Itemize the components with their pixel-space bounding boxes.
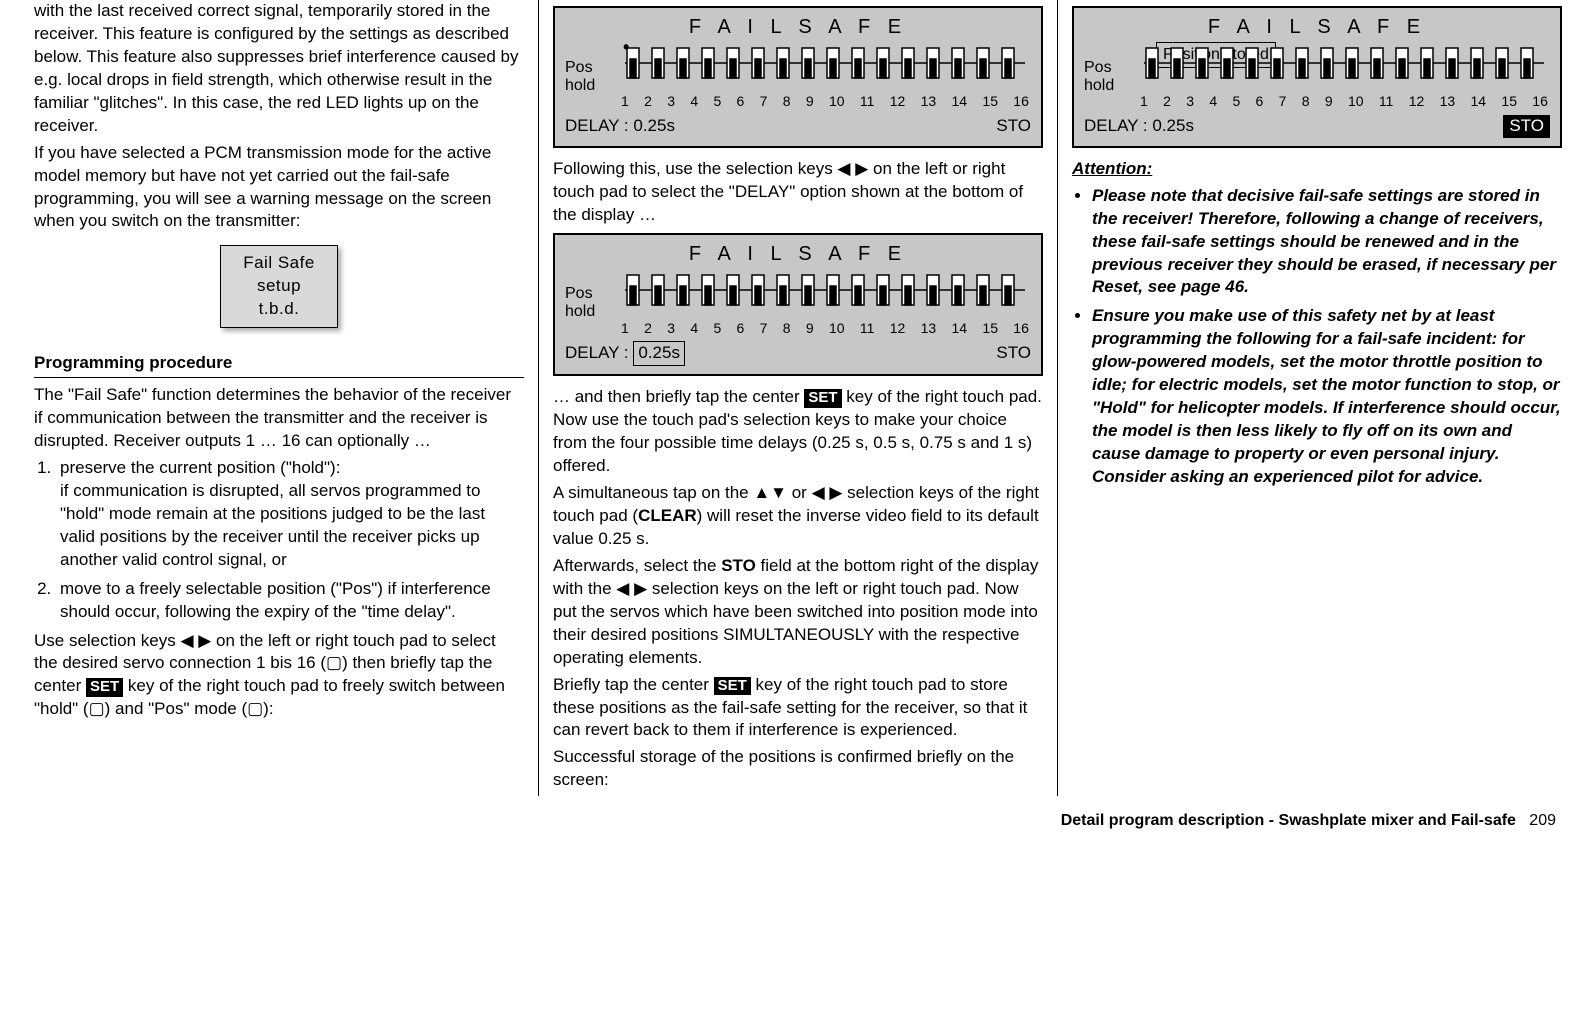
col2-para-3: A simultaneous tap on the ▲▼ or ◀ ▶ sele… [553,482,1043,551]
procedure-list: preserve the current position ("hold"): … [34,457,524,624]
lcd-sto-inverse: STO [1503,115,1550,138]
attention-heading: Attention: [1072,158,1562,181]
intro-para-2: If you have selected a PCM transmission … [34,142,524,234]
attention-bullet-1: Please note that decisive fail-safe sett… [1092,185,1562,300]
slider-row-icon [619,43,1031,83]
set-key-label: SET [86,678,123,697]
warning-box-wrap: Fail Safe setup t.b.d. [34,237,524,342]
lcd-delay-selected: DELAY : 0.25s [565,341,685,366]
lcd-channel-area: • [619,43,1031,111]
lcd-channel-area: 12345678910111213141516 [619,270,1031,338]
channel-dot-marker: • [623,35,629,59]
lcd-channel-numbers: 12345678910111213141516 [619,92,1031,111]
fail-safe-warning-box: Fail Safe setup t.b.d. [220,245,338,328]
column-1: with the last received correct signal, t… [20,0,538,796]
lcd-title: F A I L S A F E [565,14,1031,41]
intro-para-1: with the last received correct signal, t… [34,0,524,138]
lcd-panel-1: F A I L S A F E Pos hold • [553,6,1043,148]
footer-title: Detail program description - Swashplate … [1061,812,1516,829]
lcd-channel-numbers: 12345678910111213141516 [1138,92,1550,111]
col2-para-6: Successful storage of the positions is c… [553,746,1043,792]
attention-bullets: Please note that decisive fail-safe sett… [1072,185,1562,489]
list-item-2: move to a freely selectable position ("P… [56,578,524,624]
lcd-pos-hold-label: Pos hold [565,285,619,322]
list-item-1: preserve the current position ("hold"): … [56,457,524,572]
set-key-label: SET [714,677,751,696]
lcd-panel-2: F A I L S A F E Pos hold [553,233,1043,377]
col2-para-4: Afterwards, select the STO field at the … [553,555,1043,670]
page-number: 209 [1529,812,1556,829]
lcd-delay: DELAY : 0.25s [565,115,675,138]
attention-bullet-2: Ensure you make use of this safety net b… [1092,305,1562,489]
lcd-channel-area: 12345678910111213141516 [1138,43,1550,111]
clear-label: CLEAR [638,506,697,525]
slider-row-icon [619,270,1031,310]
warn-line-3: t.b.d. [243,298,315,321]
col2-para-5: Briefly tap the center SET key of the ri… [553,674,1043,743]
lcd-sto: STO [996,342,1031,365]
programming-procedure-heading: Programming procedure [34,352,524,378]
lcd-panel-3: F A I L S A F E Position stored Pos hold [1072,6,1562,148]
lcd-sto: STO [996,115,1031,138]
proc-para-1: The "Fail Safe" function determines the … [34,384,524,453]
page-footer: Detail program description - Swashplate … [20,810,1576,832]
warn-line-1: Fail Safe [243,252,315,275]
lcd-pos-hold-label: Pos hold [565,59,619,96]
lcd-pos-hold-label: Pos hold [1084,59,1138,96]
lcd-title: F A I L S A F E [1084,14,1550,41]
warn-line-2: setup [243,275,315,298]
column-2: F A I L S A F E Pos hold • [538,0,1058,796]
slider-row-icon [1138,43,1550,83]
page-columns: with the last received correct signal, t… [20,0,1576,796]
lcd-channel-numbers: 12345678910111213141516 [619,319,1031,338]
col2-para-2: … and then briefly tap the center SET ke… [553,386,1043,478]
set-key-label: SET [804,389,841,408]
lcd-delay: DELAY : 0.25s [1084,115,1194,138]
proc-para-2: Use selection keys ◀ ▶ on the left or ri… [34,630,524,722]
lcd-title: F A I L S A F E [565,241,1031,268]
col2-para-1: Following this, use the selection keys ◀… [553,158,1043,227]
sto-label: STO [721,556,756,575]
column-3: F A I L S A F E Position stored Pos hold [1058,0,1576,796]
